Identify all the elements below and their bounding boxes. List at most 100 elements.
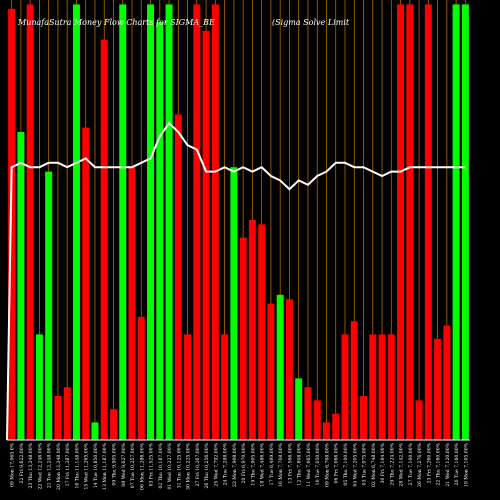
x-tick-label: 26 Thu 10,256.00% <box>204 442 210 488</box>
bar <box>322 422 330 440</box>
x-tick-label: 22 Fri 9,622.00% <box>19 442 25 483</box>
bar <box>341 334 349 440</box>
bar <box>211 4 219 441</box>
x-tick-label: 08 Wed 9,627.00% <box>121 442 127 486</box>
bar <box>230 167 238 440</box>
bar <box>387 334 395 440</box>
x-tick-label: 27 Fri 10,267.00% <box>195 442 201 486</box>
x-tick-label: 30 Fri 7,184.00% <box>380 442 386 483</box>
bar <box>128 167 136 440</box>
x-tick-label: 16 Thu 11,148.00% <box>74 442 80 488</box>
bar <box>360 396 368 440</box>
x-tick-label: 11 Wed 7,065.00% <box>306 442 312 486</box>
bar <box>82 127 90 440</box>
x-tick-label: 05 Thu 7,100.00% <box>343 442 349 485</box>
bar <box>174 114 182 441</box>
bar <box>147 4 155 441</box>
x-tick-label: 21 Wed 7,120.00% <box>445 442 451 486</box>
bar <box>35 334 43 440</box>
x-tick-label: 06 Fri 7,066.00% <box>334 442 340 483</box>
x-tick-label: 27 Tue 7,100.00% <box>408 442 414 485</box>
x-tick-labels: 09 Mon 17,065.0% 22 Fri 9,622.00% 23 Thu 1… <box>10 442 470 490</box>
x-tick-label: 19 Thu 7,905.00% <box>250 442 256 485</box>
bar <box>17 132 25 440</box>
bar <box>239 237 247 440</box>
x-tick-label: 26 Mon 7,276.00% <box>417 442 423 487</box>
x-tick-label: 22 Wed 12,246.00% <box>37 442 43 489</box>
x-tick-label: 22 Thu 7,160.00% <box>436 442 442 485</box>
bar <box>452 4 460 441</box>
x-tick-label: 20 Fri 6,970.00% <box>241 442 247 483</box>
bar <box>184 334 192 440</box>
bar <box>221 334 229 440</box>
bar <box>332 413 340 440</box>
bar <box>54 396 62 440</box>
x-tick-label: 02 Thu 10,187.00% <box>158 442 164 488</box>
x-tick-label: 04 Wed 7,205.00% <box>352 442 358 486</box>
bar <box>91 422 99 440</box>
bar <box>100 39 108 440</box>
x-tick-label: 03 Tue 7,075.00% <box>362 442 368 485</box>
x-tick-label: 23 Thu 13,248.00% <box>28 442 34 488</box>
bar <box>248 220 256 440</box>
chart-title: MunafaSutra Money Flow Charts for SIGMA_… <box>17 18 215 27</box>
x-tick-label: 30 Mon 10,225.00% <box>186 442 192 490</box>
bar <box>258 224 266 440</box>
bar <box>313 400 321 440</box>
x-tick-label: 17 Fri 11,287.00% <box>65 442 71 486</box>
x-tick-label: 16 Mon 7,708.00% <box>278 442 284 487</box>
money-flow-line <box>6 121 466 441</box>
bar <box>267 303 275 440</box>
x-tick-label: 19 Mon 7,105.00% <box>463 442 469 487</box>
x-tick-label: 23 Fri 7,260.00% <box>426 442 432 483</box>
x-tick-label: 20 Tue 7,160.00% <box>454 442 460 485</box>
bar <box>461 4 469 441</box>
bar <box>285 299 293 440</box>
x-tick-label: 09 Mon 6,768.00% <box>324 442 330 487</box>
bar <box>434 338 442 440</box>
bar <box>378 334 386 440</box>
bar <box>202 30 210 441</box>
x-tick-label: 03 Fri 11,525.00% <box>149 442 155 486</box>
bar <box>72 4 80 441</box>
x-tick-label: 18 Wed 7,486.00% <box>260 442 266 486</box>
x-tick-label: 02 Mon 6,748.00% <box>371 442 377 487</box>
x-tick-label: 14 Tue 10,850.00% <box>93 442 99 488</box>
x-tick-label: 09 Mon 17,065.0% <box>10 442 16 487</box>
x-tick-label: 17 Tue 6,489.00% <box>269 442 275 485</box>
x-tick-label: 10 Tue 7,050.00% <box>315 442 321 485</box>
bar <box>63 387 71 440</box>
x-tick-label: 23 Mon 7,908.00% <box>232 442 238 487</box>
x-tick-label: 31 Tue 10,125.00% <box>176 442 182 488</box>
x-tick-label: 06 Mon 11,286.00% <box>139 442 145 490</box>
x-tick-label: 20 Mon 12,248.00% <box>56 442 62 490</box>
bar <box>165 4 173 441</box>
chart-title-right: (Sigma Solve Limit <box>272 18 350 27</box>
bar <box>369 334 377 440</box>
bar <box>295 378 303 440</box>
bar <box>193 4 201 441</box>
bar <box>304 387 312 440</box>
bar <box>26 4 34 441</box>
x-tick-label: 15 Wed 11,265.00% <box>84 442 90 489</box>
x-tick-label: 13 Mon 11,187.00% <box>102 442 108 490</box>
bar <box>156 22 164 440</box>
x-tick-label: 24 Tue 7,288.00% <box>223 442 229 485</box>
x-tick-label: 07 Tue 10,257.00% <box>130 442 136 488</box>
bar <box>424 4 432 441</box>
bar <box>137 316 145 440</box>
bar <box>276 294 284 440</box>
bar <box>350 321 358 440</box>
bar-series <box>8 4 469 441</box>
x-tick-label: 25 Wed 7,792.00% <box>213 442 219 486</box>
x-tick-label: 12 Thu 7,808.00% <box>297 442 303 485</box>
x-tick-label: 01 Wed 10,227.00% <box>167 442 173 489</box>
bar <box>406 4 414 441</box>
bar <box>45 171 53 440</box>
bar <box>119 4 127 441</box>
x-tick-label: 09 Thu 9,905.00% <box>111 442 117 485</box>
bar <box>443 325 451 440</box>
bar <box>397 4 405 441</box>
x-tick-label: 28 Wed 7,142.00% <box>399 442 405 486</box>
